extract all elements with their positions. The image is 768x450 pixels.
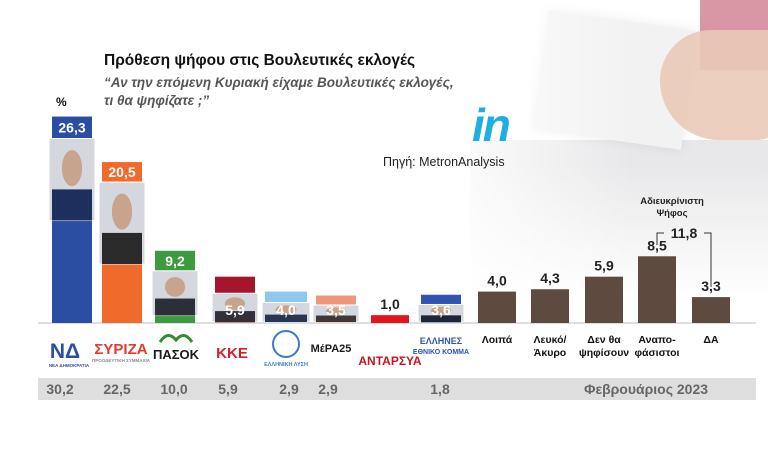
category-label-10-1: ψηφίσουν [579, 347, 629, 359]
antarsya-logo: ΑΝΤΑΡΣΥΑ [358, 354, 422, 368]
mera25-logo: ΜέΡΑ25 [311, 343, 352, 355]
bar-value-label-3: 5,9 [225, 302, 245, 318]
portrait-face-2 [164, 277, 186, 297]
previous-result-0: 30,2 [46, 381, 73, 397]
category-label-8-0: Λοιπά [482, 334, 513, 346]
annotation-bracket-right [704, 232, 712, 287]
unit-label: % [56, 95, 67, 109]
ballot-photo-background [430, 0, 768, 300]
portrait-face-1 [111, 193, 133, 230]
bar-8 [478, 291, 516, 323]
portrait-suit-4 [265, 314, 307, 322]
category-label-9-1: Άκυρο [534, 347, 566, 359]
portrait-face-0 [61, 150, 83, 187]
category-label-11-1: φάσιστοι [635, 347, 680, 359]
bar-11 [638, 256, 676, 323]
bar-value-label-0: 26,3 [58, 120, 85, 136]
portrait-face-7 [430, 306, 452, 315]
bar-value-label-7: 3,6 [431, 302, 451, 318]
category-label-12-0: ΔΑ [703, 334, 719, 346]
ellines-logo-line1: ΕΛΛΗΝΕΣ [420, 336, 463, 346]
bar-value-label-2: 9,2 [165, 253, 185, 269]
kke-logo: ΚΚΕ [216, 345, 248, 362]
portrait-suit-3 [215, 311, 255, 322]
syriza-logo: ΣΥΡΙΖΑ [94, 341, 147, 358]
annotation-label-line1: Αδιευκρίνιστη [640, 196, 704, 207]
bar-value-label-9: 4,3 [540, 270, 560, 286]
annotation-value: 11,8 [671, 225, 698, 241]
portrait-face-3 [224, 297, 246, 310]
portrait-suit-7 [421, 315, 461, 322]
previous-results-date: Φεβρουάριος 2023 [584, 381, 708, 397]
previous-result-3: 5,9 [218, 381, 238, 397]
portrait-face-5 [325, 307, 347, 315]
category-label-11-0: Αναπο- [638, 334, 676, 346]
bar-value-label-10: 5,9 [594, 258, 614, 274]
previous-result-4: 2,9 [279, 381, 299, 397]
brand-logo: in [472, 99, 511, 151]
portrait-suit-5 [316, 315, 356, 322]
nd-logo: ΝΔ [50, 340, 80, 363]
bar-value-label-6: 1,0 [380, 296, 400, 312]
bar-value-label-1: 20,5 [108, 164, 135, 180]
photo-fade [430, 0, 768, 300]
previous-result-6: 1,8 [430, 381, 450, 397]
annotation-label-line2: Ψήφος [656, 208, 687, 219]
bar-value-label-8: 4,0 [487, 273, 507, 289]
bar-value-label-4: 4,0 [276, 302, 296, 318]
previous-result-1: 22,5 [103, 381, 130, 397]
el-lysi-logo: ΕΛΛΗΝΙΚΗ ΛΥΣΗ [264, 362, 308, 368]
bar-9 [531, 289, 569, 323]
portrait-suit-2 [155, 298, 195, 316]
previous-result-5: 2,9 [318, 381, 338, 397]
chart-title: Πρόθεση ψήφου στις Βουλευτικές εκλογές [104, 52, 416, 69]
bar-6 [371, 315, 409, 323]
chart-subtitle: “Αν την επόμενη Κυριακή είχαμε Βουλευτικ… [104, 75, 454, 108]
source-label: Πηγή: MetronAnalysis [383, 155, 505, 169]
portrait-suit-1 [102, 232, 142, 265]
pasok-logo: ΠΑΣΟΚ [153, 347, 200, 362]
category-label-10-0: Δεν θα [587, 334, 621, 346]
category-label-9-0: Λευκό/ [534, 334, 567, 346]
portrait-face-4 [275, 305, 297, 314]
syriza-logo-sub: ΠΡΟΟΔΕΥΤΙΚΗ ΣΥΜΜΑΧΙΑ [92, 358, 151, 363]
ellines-logo-line2: ΕΘΝΙΚΟ ΚΟΜΜΑ [413, 349, 469, 356]
bar-10 [585, 276, 623, 323]
previous-result-2: 10,0 [160, 381, 187, 397]
bar-value-label-5: 3,5 [326, 302, 346, 318]
el-lysi-emblem-icon [272, 330, 300, 358]
annotation-bracket-left [656, 232, 664, 245]
portrait-suit-0 [52, 189, 92, 221]
pasok-sun-icon [158, 334, 194, 343]
bar-12 [692, 297, 730, 323]
bar-value-label-11: 8,5 [647, 237, 667, 253]
previous-results-band [38, 378, 756, 400]
nd-logo-sub: ΝΕΑ ΔΗΜΟΚΡΑΤΙΑ [49, 363, 90, 368]
